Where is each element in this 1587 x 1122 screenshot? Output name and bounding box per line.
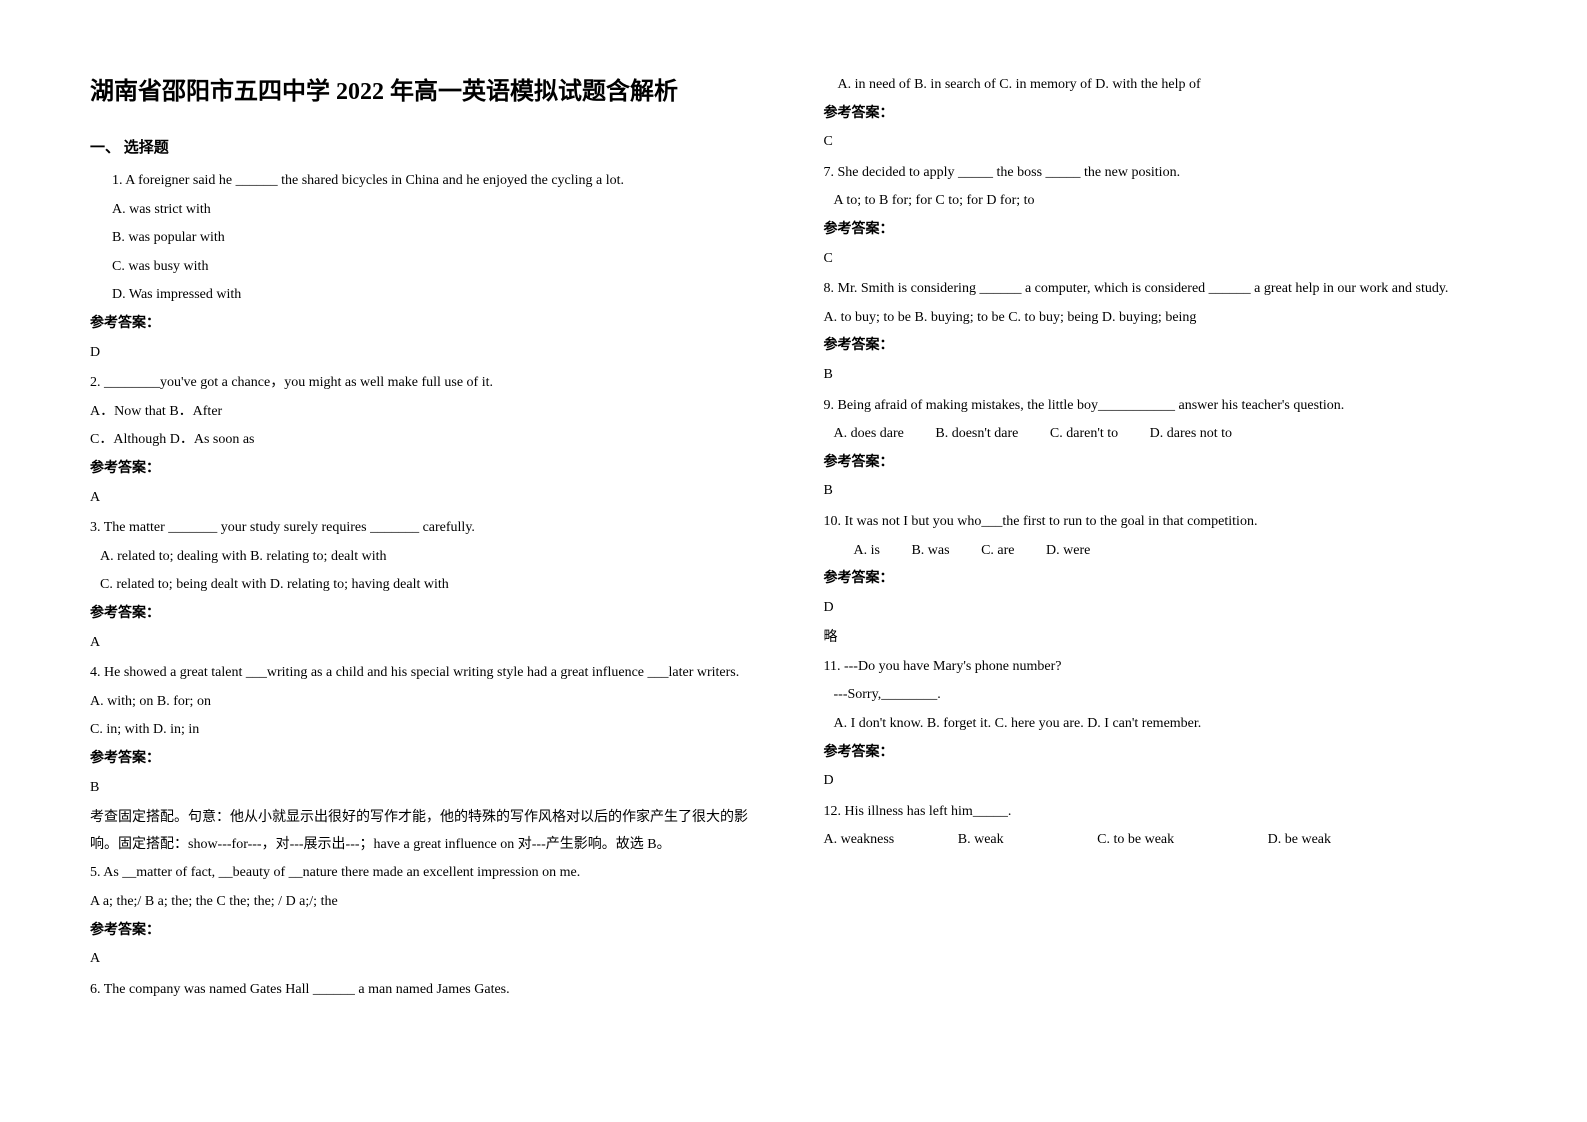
q2-opts-2: C．Although D．As soon as: [90, 427, 764, 454]
q12-opt-c: C. to be weak: [1097, 832, 1174, 847]
q9-opt-c: C. daren't to: [1050, 426, 1118, 441]
page-title: 湖南省邵阳市五四中学 2022 年高一英语模拟试题含解析: [90, 70, 764, 116]
left-column: 湖南省邵阳市五四中学 2022 年高一英语模拟试题含解析 一、 选择题 1. A…: [90, 70, 764, 1005]
answer-label: 参考答案：: [824, 740, 1498, 767]
answer-label: 参考答案：: [90, 746, 764, 773]
right-column: A. in need of B. in search of C. in memo…: [824, 70, 1498, 1005]
answer-label: 参考答案：: [824, 450, 1498, 477]
q12-opts: A. weakness B. weak C. to be weak D. be …: [824, 827, 1498, 854]
q10-opt-c: C. are: [981, 543, 1014, 558]
q10-stem: 10. It was not I but you who___the first…: [824, 509, 1498, 536]
q3-opts-2: C. related to; being dealt with D. relat…: [90, 572, 764, 599]
answer-label: 参考答案：: [824, 333, 1498, 360]
q3-answer: A: [90, 630, 764, 657]
q9-stem: 9. Being afraid of making mistakes, the …: [824, 393, 1498, 420]
q7-opts: A to; to B for; for C to; for D for; to: [824, 188, 1498, 215]
q8-opts: A. to buy; to be B. buying; to be C. to …: [824, 305, 1498, 332]
q6-answer: C: [824, 129, 1498, 156]
answer-label: 参考答案：: [90, 601, 764, 628]
answer-label: 参考答案：: [90, 456, 764, 483]
q4-opts-1: A. with; on B. for; on: [90, 689, 764, 716]
q10-answer: D: [824, 595, 1498, 622]
q1-opt-a: A. was strict with: [90, 197, 764, 224]
q10-opt-a: A. is: [854, 543, 880, 558]
q5-opts: A a; the;/ B a; the; the C the; the; / D…: [90, 889, 764, 916]
q10-opt-d: D. were: [1046, 543, 1090, 558]
q9-opt-d: D. dares not to: [1150, 426, 1232, 441]
answer-label: 参考答案：: [824, 217, 1498, 244]
q3-opts-1: A. related to; dealing with B. relating …: [90, 544, 764, 571]
q12-opt-d: D. be weak: [1268, 832, 1331, 847]
q11-answer: D: [824, 768, 1498, 795]
answer-label: 参考答案：: [90, 918, 764, 945]
q6-stem: 6. The company was named Gates Hall ____…: [90, 977, 764, 1004]
q11-opts: A. I don't know. B. forget it. C. here y…: [824, 711, 1498, 738]
q1-opt-d: D. Was impressed with: [90, 282, 764, 309]
q5-answer: A: [90, 946, 764, 973]
q1-opt-c: C. was busy with: [90, 254, 764, 281]
q4-stem: 4. He showed a great talent ___writing a…: [90, 660, 764, 687]
q8-stem: 8. Mr. Smith is considering ______ a com…: [824, 276, 1498, 303]
q11-stem2: ---Sorry,________.: [824, 682, 1498, 709]
q5-stem: 5. As __matter of fact, __beauty of __na…: [90, 860, 764, 887]
answer-label: 参考答案：: [90, 311, 764, 338]
q12-opt-a: A. weakness: [824, 832, 895, 847]
q11-stem: 11. ---Do you have Mary's phone number?: [824, 654, 1498, 681]
q3-stem: 3. The matter _______ your study surely …: [90, 515, 764, 542]
answer-label: 参考答案：: [824, 566, 1498, 593]
q4-explanation: 考查固定搭配。句意：他从小就显示出很好的写作才能，他的特殊的写作风格对以后的作家…: [90, 805, 764, 858]
q4-opts-2: C. in; with D. in; in: [90, 717, 764, 744]
q9-answer: B: [824, 478, 1498, 505]
q1-stem: 1. A foreigner said he ______ the shared…: [90, 168, 764, 195]
answer-label: 参考答案：: [824, 101, 1498, 128]
q10-opts: A. is B. was C. are D. were: [824, 538, 1498, 565]
q7-answer: C: [824, 246, 1498, 273]
section-heading: 一、 选择题: [90, 134, 764, 163]
q9-opts: A. does dare B. doesn't dare C. daren't …: [824, 421, 1498, 448]
q2-stem: 2. ________you've got a chance，you might…: [90, 370, 764, 397]
q2-opts-1: A．Now that B．After: [90, 399, 764, 426]
q8-answer: B: [824, 362, 1498, 389]
q4-answer: B: [90, 775, 764, 802]
q6-opts: A. in need of B. in search of C. in memo…: [824, 72, 1498, 99]
q2-answer: A: [90, 485, 764, 512]
q10-extra: 略: [824, 625, 1498, 652]
q10-opt-b: B. was: [911, 543, 949, 558]
page-root: 湖南省邵阳市五四中学 2022 年高一英语模拟试题含解析 一、 选择题 1. A…: [0, 0, 1587, 1045]
q9-opt-a: A. does dare: [834, 426, 904, 441]
q9-opt-b: B. doesn't dare: [935, 426, 1018, 441]
q12-opt-b: B. weak: [958, 832, 1004, 847]
q12-stem: 12. His illness has left him_____.: [824, 799, 1498, 826]
q7-stem: 7. She decided to apply _____ the boss _…: [824, 160, 1498, 187]
q1-answer: D: [90, 340, 764, 367]
q1-opt-b: B. was popular with: [90, 225, 764, 252]
